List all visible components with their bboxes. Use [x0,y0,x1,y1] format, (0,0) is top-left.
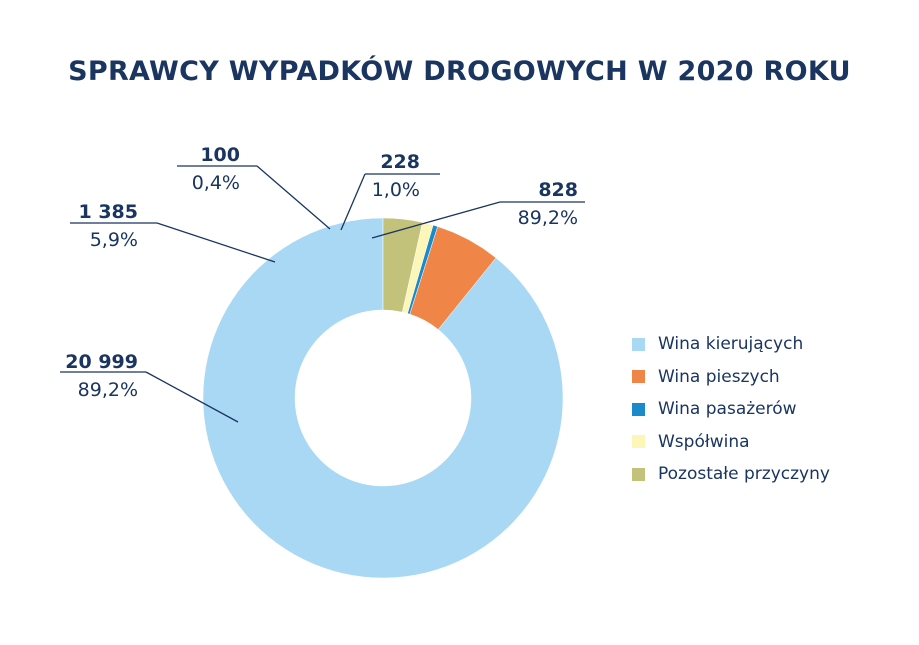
leader-line-5 [371,201,501,239]
slice-1 [202,217,564,579]
legend-item-1: Wina kierujących [632,328,830,361]
legend-item-5: Pozostałe przyczyny [632,458,830,491]
leader-line-1 [145,371,239,423]
slice-percent-label-4: 1,0% [372,179,420,201]
chart-title: SPRAWCY WYPADKÓW DROGOWYCH W 2020 ROKU [68,56,851,87]
slice-value-label-5: 828 [538,179,578,201]
leader-line-3 [256,165,331,230]
slice-value-label-1: 20 999 [65,351,138,373]
slice-percent-label-1: 89,2% [78,379,138,401]
legend-label-5: Pozostałe przyczyny [658,464,830,485]
slice-percent-label-3: 0,4% [192,172,240,194]
leader-line-2 [156,222,276,263]
legend-label-4: Współwina [658,431,750,452]
legend-label-3: Wina pasażerów [658,399,797,420]
chart-legend: Wina kierujących Wina pieszych Wina pasaże… [632,328,830,491]
slice-percent-label-2: 5,9% [90,229,138,251]
legend-swatch-1 [632,337,645,351]
legend-item-3: Wina pasażerów [632,393,830,426]
legend-swatch-3 [632,402,645,416]
legend-item-4: Współwina [632,426,830,459]
legend-label-2: Wina pieszych [658,366,780,387]
slice-5 [382,217,423,313]
legend-label-1: Wina kierujących [658,334,804,355]
slice-value-label-3: 100 [200,144,240,166]
legend-swatch-4 [632,435,645,449]
legend-item-2: Wina pieszych [632,361,830,394]
slice-value-label-2: 1 385 [79,201,139,223]
leader-line-4 [340,173,366,231]
slice-value-label-4: 228 [380,151,420,173]
legend-swatch-5 [632,467,645,481]
legend-swatch-2 [632,370,645,384]
slice-percent-label-5: 89,2% [518,207,578,229]
